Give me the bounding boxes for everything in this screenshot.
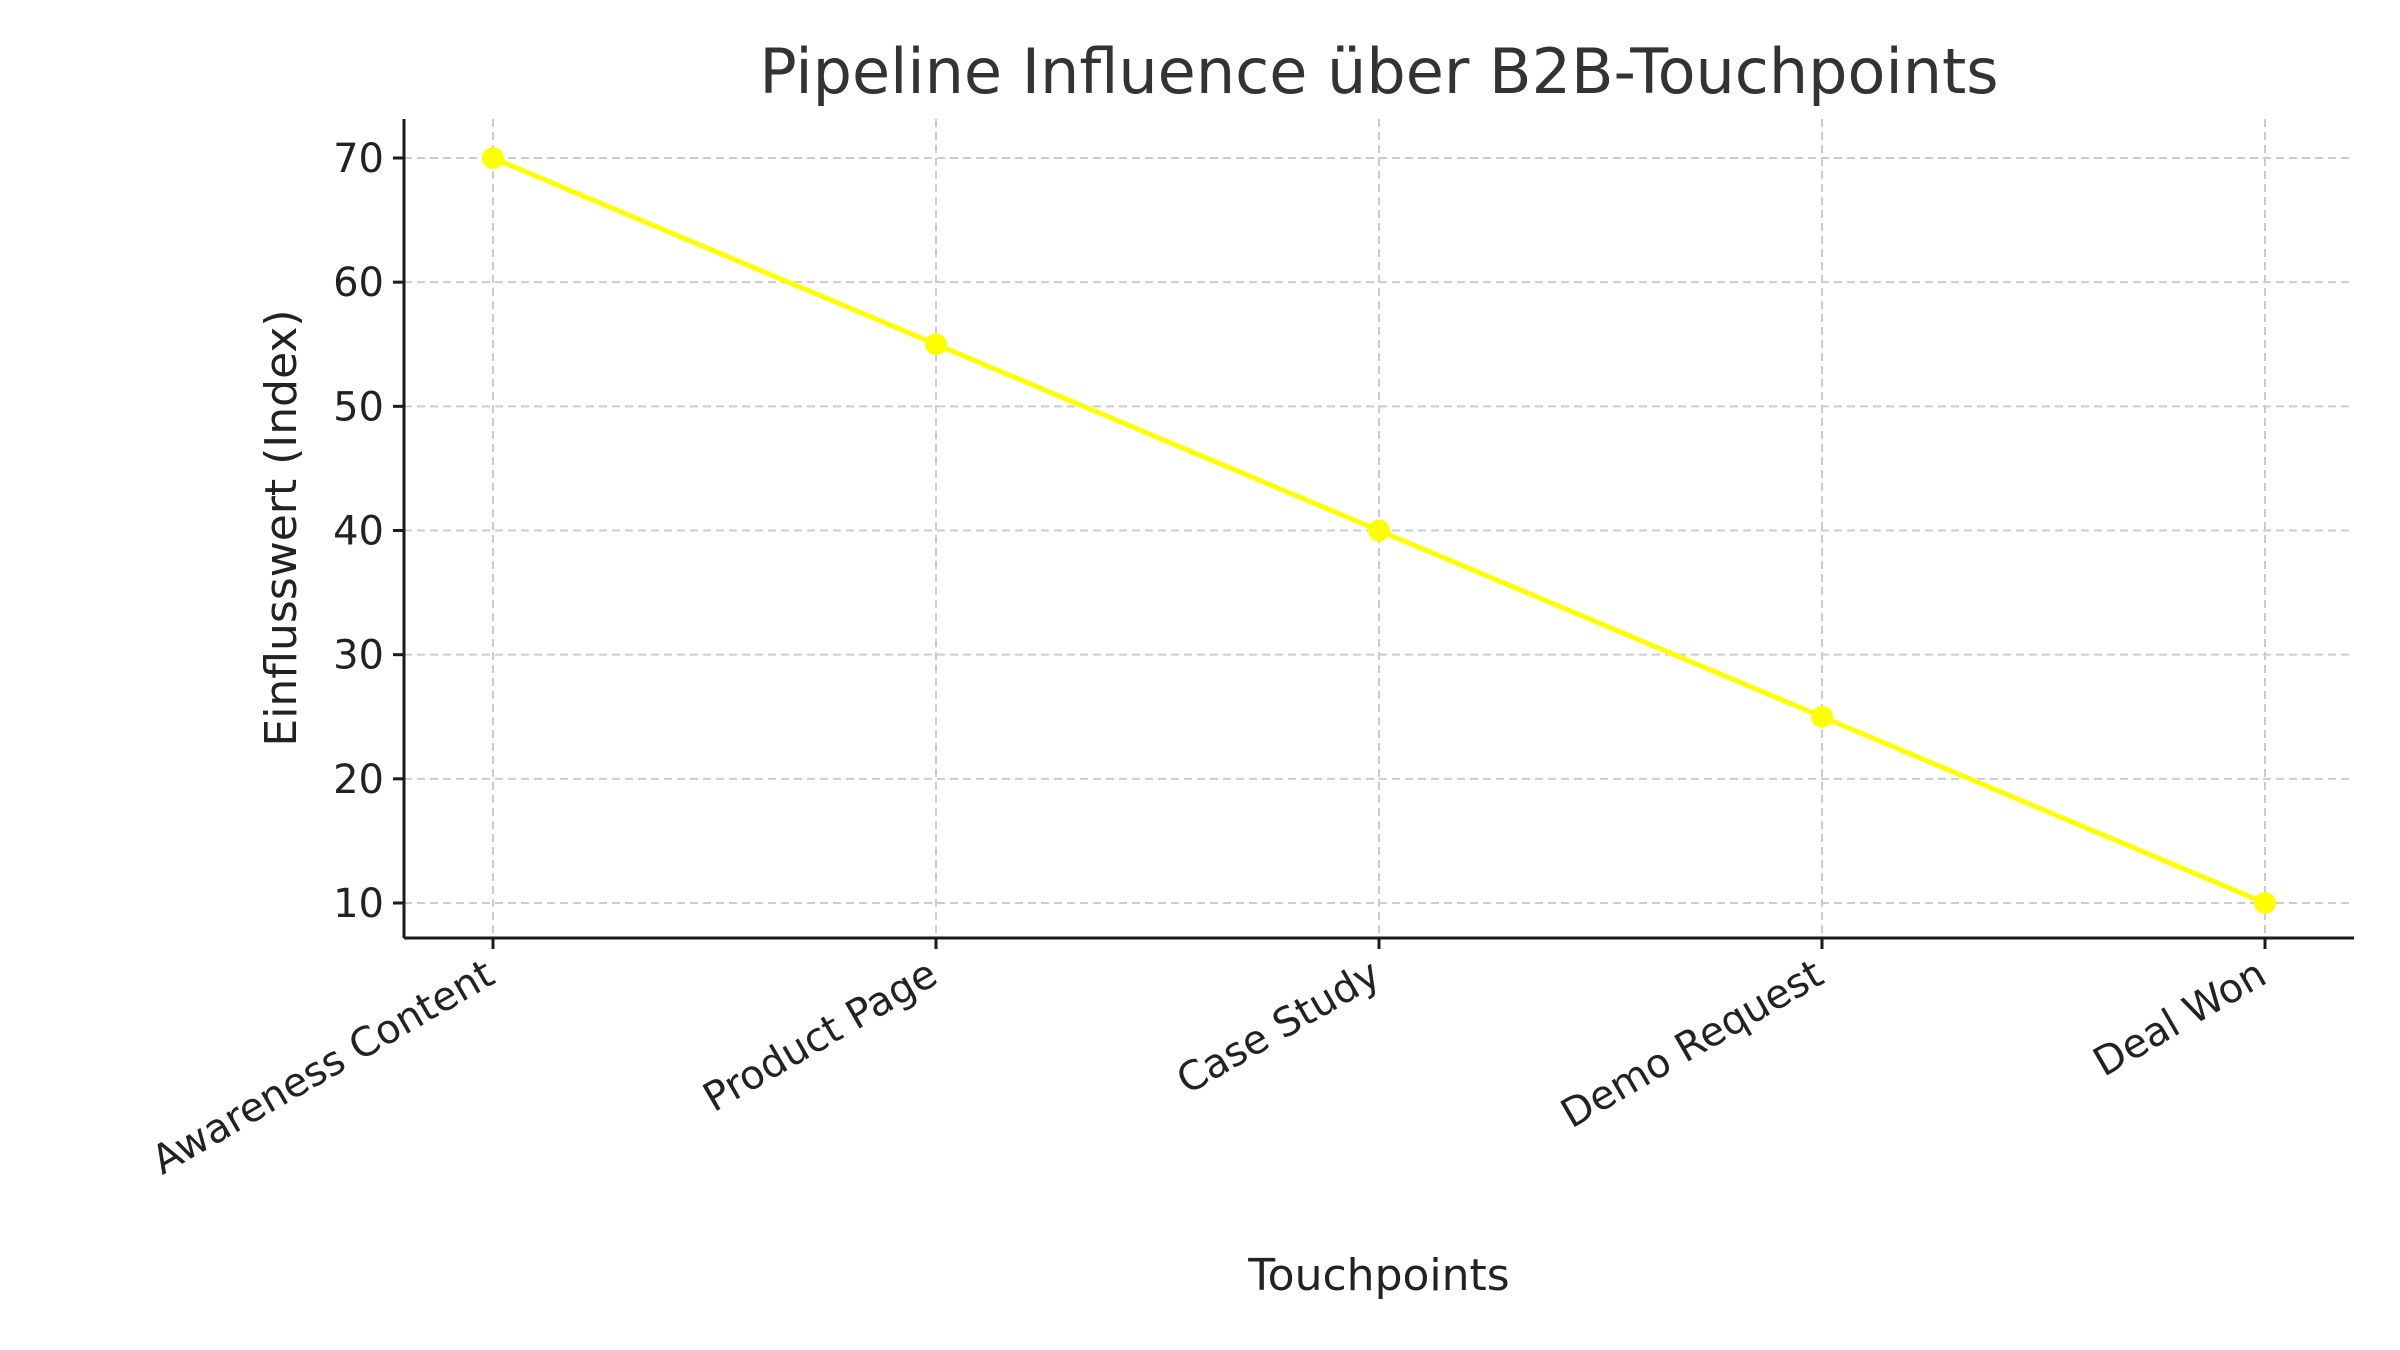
data-point-marker bbox=[1368, 519, 1390, 542]
x-tick-label: Case Study bbox=[1169, 951, 1388, 1104]
data-point-marker bbox=[2254, 892, 2276, 914]
x-tick-label: Demo Request bbox=[1553, 951, 1831, 1138]
y-tick-label: 50 bbox=[333, 384, 384, 430]
y-tick-label: 70 bbox=[333, 136, 384, 182]
x-axis-label: Touchpoints bbox=[1247, 1250, 1509, 1301]
y-tick-label: 60 bbox=[333, 260, 384, 306]
x-tick-label: Awareness Content bbox=[144, 951, 502, 1184]
y-tick-label: 30 bbox=[333, 633, 384, 679]
chart-title: Pipeline Influence über B2B-Touchpoints bbox=[759, 35, 1998, 108]
y-tick-label: 10 bbox=[333, 881, 384, 927]
grid-lines bbox=[404, 119, 2354, 938]
x-tick-label: Product Page bbox=[696, 951, 945, 1122]
data-point-marker bbox=[1811, 705, 1833, 728]
y-axis-ticks: 10 20 30 40 50 60 70 bbox=[333, 136, 404, 927]
x-axis-ticks: Awareness Content Product Page Case Study D… bbox=[144, 938, 2274, 1184]
data-series bbox=[482, 147, 2276, 914]
x-tick-label: Deal Won bbox=[2086, 951, 2274, 1086]
data-point-marker bbox=[925, 333, 947, 356]
data-point-marker bbox=[482, 147, 504, 169]
y-axis-label: Einflusswert (Index) bbox=[256, 309, 307, 746]
y-tick-label: 20 bbox=[333, 757, 384, 803]
y-tick-label: 40 bbox=[333, 509, 384, 555]
